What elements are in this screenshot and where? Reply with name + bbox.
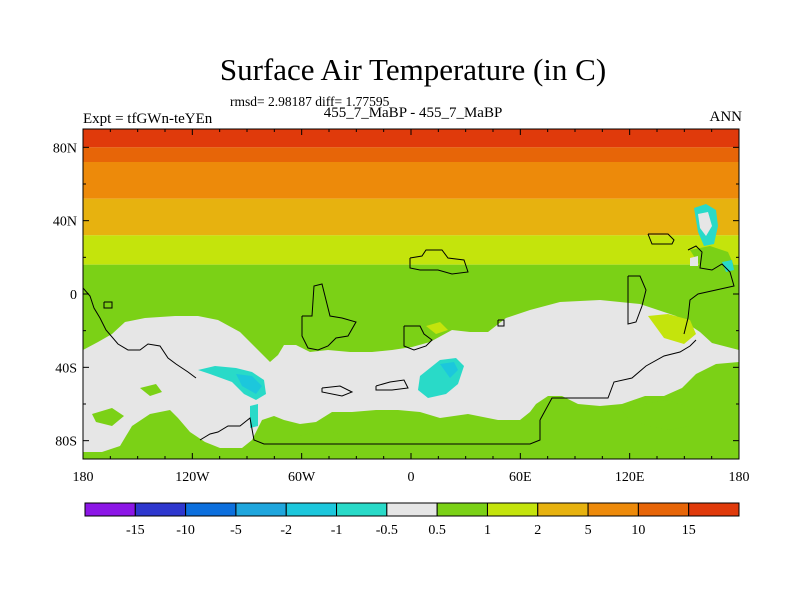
- colorbar-label: 15: [682, 523, 696, 538]
- run-comparison: 455_7_MaBP - 455_7_MaBP: [323, 105, 503, 121]
- y-tick-label: 80N: [53, 141, 77, 156]
- southern-near-zero-region: [83, 300, 739, 452]
- y-tick-label: 80S: [55, 435, 77, 450]
- colorbar-label: 5: [585, 523, 592, 538]
- colorbar-label: 10: [631, 523, 645, 538]
- colorbar-label: 1: [484, 523, 491, 538]
- rmsd-diff-stats: rmsd= 2.98187 diff= 1.77595: [230, 94, 390, 109]
- colorbar: -15 -10 -5 -2 -1 -0.5 0.5 1 2 5 10 15: [84, 502, 740, 538]
- colorbar-swatch: [436, 502, 488, 517]
- y-tick-label: 40N: [53, 215, 77, 230]
- x-tick-label: 60E: [509, 470, 532, 485]
- zonal-band-1: [83, 147, 739, 162]
- colorbar-label: -2: [280, 523, 292, 538]
- colorbar-swatch: [587, 502, 639, 517]
- x-tick-label: 120W: [175, 470, 210, 485]
- zonal-band-2: [83, 162, 739, 199]
- temperature-field: [83, 129, 739, 459]
- experiment-label: Expt = tfGWn-teYEn: [83, 111, 213, 127]
- colorbar-label: -1: [331, 523, 343, 538]
- continent-outlines: [83, 233, 735, 445]
- zonal-band-0: [83, 129, 739, 148]
- colorbar-label: -0.5: [376, 523, 398, 538]
- x-tick-label: 180: [73, 470, 94, 485]
- colorbar-swatch: [688, 502, 740, 517]
- colorbar-swatch: [336, 502, 388, 517]
- colorbar-swatch: [185, 502, 237, 517]
- zonal-band-3: [83, 198, 739, 236]
- colorbar-swatch: [134, 502, 187, 517]
- x-tick-label: 180: [729, 470, 750, 485]
- colorbar-label: 0.5: [428, 523, 446, 538]
- x-tick-label: 0: [408, 470, 415, 485]
- y-tick-label: 0: [70, 288, 77, 303]
- y-tick-label: 40S: [55, 361, 77, 376]
- colorbar-label: -5: [230, 523, 242, 538]
- colorbar-label: -10: [176, 523, 195, 538]
- colorbar-swatch: [537, 502, 589, 517]
- colorbar-label: -15: [126, 523, 145, 538]
- x-tick-label: 120E: [615, 470, 645, 485]
- season-label: ANN: [709, 109, 743, 125]
- cooling-south-pacific: [198, 366, 266, 400]
- x-tick-label: 60W: [288, 470, 316, 485]
- colorbar-label: 2: [534, 523, 541, 538]
- colorbar-swatch: [637, 502, 690, 517]
- colorbar-swatch: [386, 502, 438, 517]
- plot-title: Surface Air Temperature (in C): [219, 52, 607, 87]
- colorbar-swatch: [486, 502, 539, 517]
- colorbar-swatch: [285, 502, 338, 517]
- colorbar-swatch: [84, 502, 136, 517]
- colorbar-swatch: [235, 502, 287, 517]
- zonal-band-4: [83, 235, 739, 265]
